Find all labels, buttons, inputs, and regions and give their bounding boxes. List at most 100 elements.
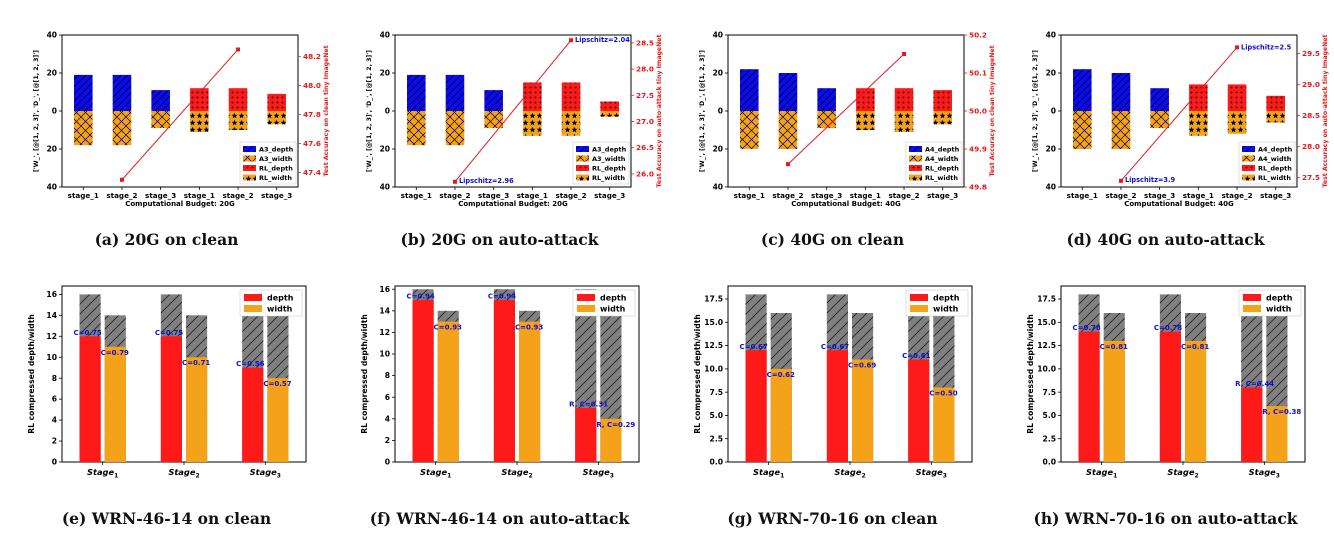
y-tick-label: 12	[379, 328, 390, 337]
lipschitz-label: Lipschitz=2.5	[1241, 43, 1292, 51]
x-tick-label: stage_1	[68, 191, 99, 200]
legend-label: depth	[600, 294, 627, 303]
x-tick-label: stage_3	[811, 191, 842, 200]
bar-rl-depth	[856, 88, 875, 111]
y-tick-label: 6	[385, 393, 390, 402]
caption-d: (d) 40G on auto-attack	[1066, 230, 1265, 249]
y2-tick-label: 50.1	[969, 69, 987, 78]
legend-swatch	[576, 174, 589, 181]
width-annotation: C=0.81	[1100, 343, 1128, 351]
y-tick-label: 40	[47, 183, 57, 192]
bar-rl-width	[933, 111, 953, 125]
bar-rl-width	[894, 111, 914, 132]
bar-depth	[826, 350, 848, 462]
y-tick-label: 20	[713, 145, 723, 154]
chart-b: 40 20 0 20 40 ['W_', [@[1, 2, 3]', 'D_', [@[1…	[365, 31, 663, 209]
legend-label: A4_depth	[1258, 146, 1293, 154]
x-tick-label: stage_3	[261, 191, 292, 200]
y2-tick-label: 29.0	[1302, 80, 1320, 89]
legend-label: RL_depth	[925, 165, 959, 173]
depth-annotation: C=0.56	[236, 360, 264, 368]
y2-tick-label: 28.0	[636, 65, 654, 74]
width-annotation: C=0.69	[848, 362, 876, 370]
bar-a4-width	[1150, 111, 1169, 129]
accuracy-point	[236, 47, 241, 52]
bar-rl-depth	[600, 101, 620, 111]
panel-f: 0 2 4 6 8 10 12 14 16 RL compressed depth/width C=…	[333, 264, 666, 540]
y-tick-label: 0	[718, 107, 723, 116]
caption-f: (f) WRN-46-14 on auto-attack	[369, 509, 630, 528]
y-tick-label: 17.5	[1037, 295, 1056, 304]
y-axis-label: ['W_', [@[1, 2, 3]', 'D_', [@[1, 2, 3]']	[1031, 50, 1039, 172]
bar-rl-width	[561, 111, 581, 136]
legend-label: width	[1266, 305, 1292, 314]
bar-rl-width	[1227, 111, 1247, 134]
bar-a3-depth	[73, 74, 93, 111]
bar-rl-depth	[523, 82, 542, 111]
y-tick-label: 4	[52, 416, 57, 425]
bar-a4-depth	[817, 88, 836, 111]
y-tick-label: 40	[1046, 183, 1056, 192]
bar-a4-width	[817, 111, 836, 129]
bar-rl-depth	[190, 88, 209, 111]
x-tick-label: Stage1	[1086, 467, 1117, 480]
legend-label: RL_width	[592, 174, 625, 182]
bar-a4-depth	[778, 73, 798, 111]
y2-tick-label: 47.8	[303, 110, 321, 119]
panel-h: 0.0 2.5 5.0 7.5 10.0 12.5 15.0 17.5 RL compresse…	[999, 264, 1332, 540]
width-annotation: C=0.79	[101, 349, 129, 357]
panel-c: 40 20 0 20 40 ['W_', [@[1, 2, 3]', 'D_', [@[1…	[666, 0, 999, 258]
bar-a3-depth	[406, 74, 426, 111]
x-tick-label: Stage2	[834, 467, 865, 480]
x-tick-label: stage_2	[1105, 191, 1136, 200]
y-tick-label: 2.5	[1043, 434, 1056, 443]
width-annotation: C=0.93	[515, 324, 543, 332]
x-tick-label: Stage2	[1167, 467, 1198, 480]
accuracy-point	[569, 38, 574, 43]
y2-tick-label: 28.5	[1302, 111, 1320, 120]
bar-a3-depth	[151, 90, 170, 111]
x-tick-label: stage_2	[222, 191, 253, 200]
bar-depth	[1241, 387, 1263, 462]
depth-annotation: R, C=0.31	[569, 401, 608, 409]
width-annotation: R, C=0.38	[1262, 408, 1301, 416]
legend-label: A4_depth	[925, 146, 960, 154]
y-tick-label: 0	[1051, 107, 1056, 116]
y-tick-label: 0	[52, 107, 57, 116]
legend-swatch	[909, 146, 922, 152]
bar-rl-depth	[228, 88, 248, 111]
bar-rl-width	[523, 111, 542, 136]
bar-rl-width	[267, 111, 287, 125]
bar-a4-width	[1111, 111, 1131, 149]
y-tick-label: 20	[380, 145, 390, 154]
legend-swatch	[243, 174, 256, 181]
y-tick-label: 14	[46, 311, 57, 320]
legend-label: A3_width	[259, 155, 293, 163]
bar-width	[519, 321, 541, 462]
y2-tick-label: 48.0	[303, 81, 321, 90]
y-tick-label: 20	[47, 145, 57, 154]
bar-rl-width	[1189, 111, 1208, 136]
caption-a: (a) 20G on clean	[94, 230, 239, 249]
width-annotation: R, C=0.29	[596, 421, 635, 429]
legend-label: depth	[933, 294, 960, 303]
bar-width	[1185, 340, 1207, 462]
chart-f: 0 2 4 6 8 10 12 14 16 RL compressed depth/width C=…	[360, 285, 640, 480]
accuracy-line	[454, 39, 572, 183]
y-tick-label: 40	[713, 31, 723, 40]
caption-b: (b) 20G on auto-attack	[400, 230, 599, 249]
bar-width	[1266, 406, 1288, 462]
y-axis-label: RL compressed depth/width	[360, 314, 369, 433]
y-tick-label: 16	[379, 285, 390, 294]
width-annotation: C=0.71	[182, 359, 210, 367]
y-tick-label: 0.0	[710, 458, 723, 467]
bar-depth	[1078, 331, 1100, 462]
width-annotation: C=0.81	[1181, 343, 1209, 351]
bar-width	[933, 387, 955, 462]
chart-d: 40 20 0 20 40 ['W_', [@[1, 2, 3]', 'D_', [@[1…	[1031, 31, 1329, 209]
y2-tick-label: 47.6	[303, 139, 321, 148]
y-tick-label: 20	[380, 69, 390, 78]
y-tick-label: 2.5	[710, 434, 723, 443]
bar-width	[852, 359, 874, 462]
y2-tick-label: 26.5	[636, 143, 654, 152]
